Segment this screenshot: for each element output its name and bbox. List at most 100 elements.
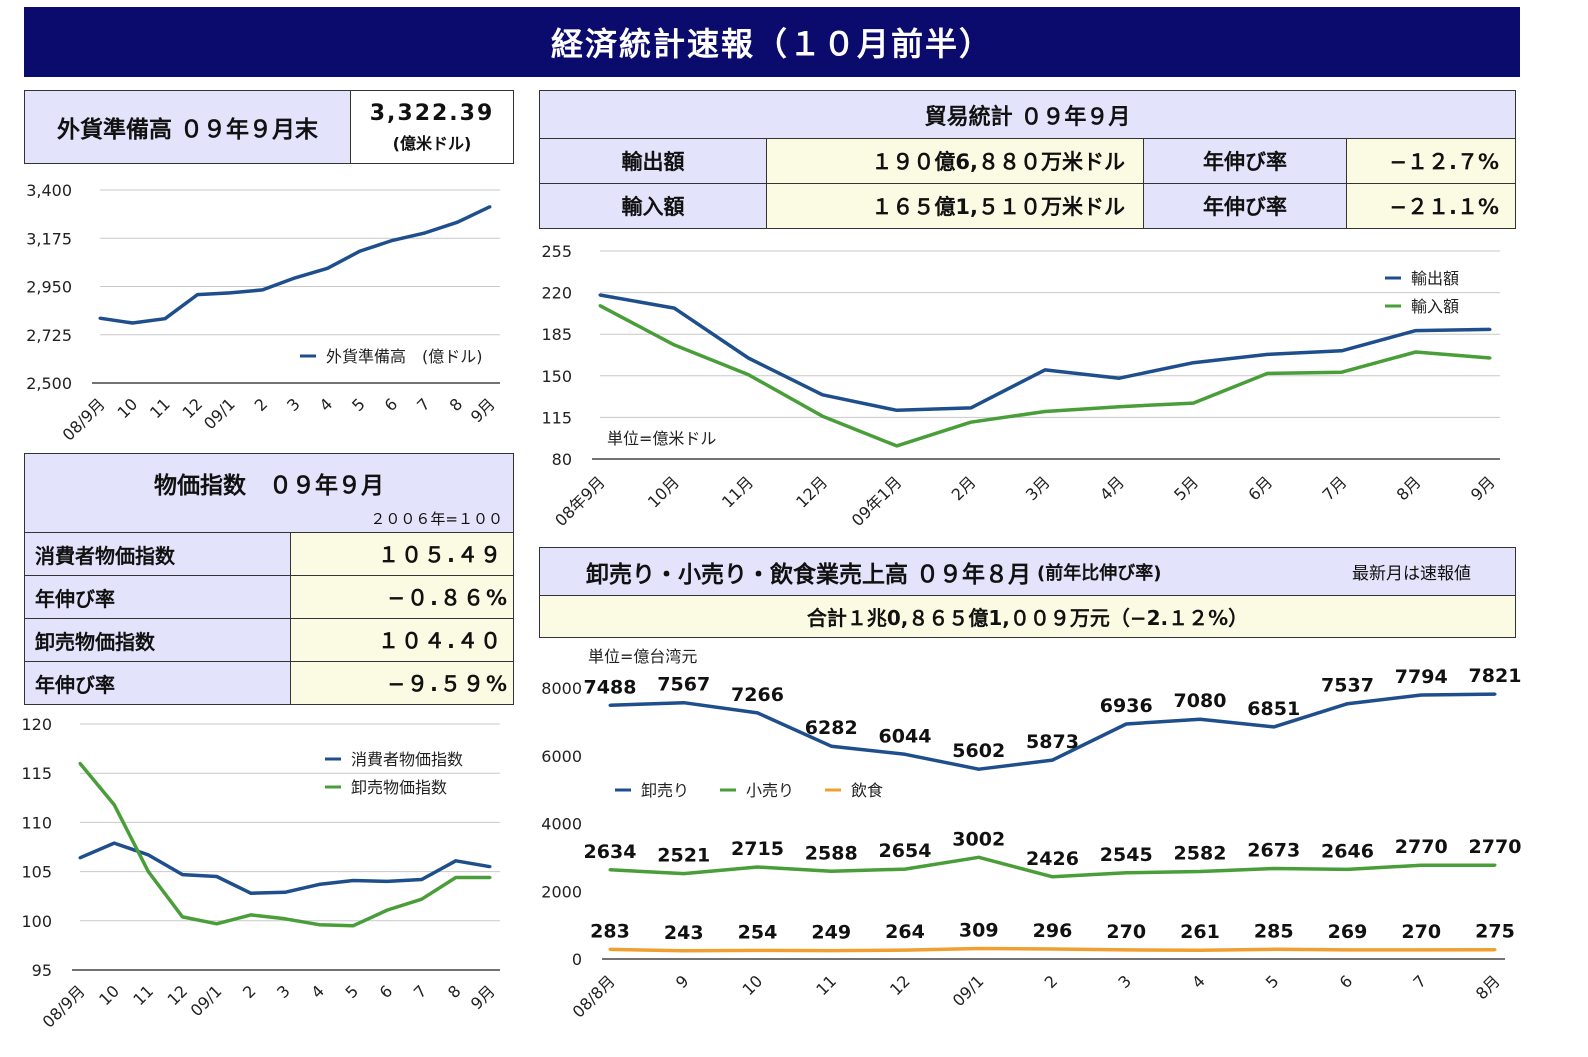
data-label: 7266 xyxy=(731,684,784,706)
data-point xyxy=(386,879,389,883)
data-point xyxy=(488,205,492,209)
y-tick-label: 6000 xyxy=(541,747,582,766)
data-point xyxy=(283,890,287,894)
trade-title-text: 貿易統計 ０９年９月 xyxy=(924,104,1131,130)
y-tick-label: 2000 xyxy=(541,882,582,901)
y-tick-label: 220 xyxy=(541,284,572,303)
data-point xyxy=(969,406,973,410)
trade-title: 貿易統計 ０９年９月 xyxy=(539,90,1516,139)
trade-import-growth-label: 年伸び率 xyxy=(1143,183,1347,229)
x-tick-label: 3 xyxy=(273,981,294,1002)
fx-value-cell: 3,322.39 (億米ドル) xyxy=(350,90,514,164)
data-point xyxy=(1419,863,1423,867)
y-tick-label: 185 xyxy=(541,325,572,344)
x-tick-label: 4 xyxy=(316,394,337,415)
price-row-label: 卸売物価指数 xyxy=(24,618,291,662)
data-point xyxy=(488,865,492,869)
trade-import-label: 輸入額 xyxy=(539,183,767,229)
legend-label: 外貨準備高 (億ドル) xyxy=(326,347,483,366)
sales-title: 卸売り・小売り・飲食業売上高 ０９年８月 xyxy=(586,561,1032,588)
y-tick-label: 2,725 xyxy=(26,326,72,345)
data-label: 7080 xyxy=(1174,690,1227,712)
data-label: 254 xyxy=(738,921,778,943)
data-point xyxy=(672,306,676,310)
data-point xyxy=(326,266,329,270)
data-point xyxy=(249,891,253,895)
data-label: 3002 xyxy=(952,828,1005,850)
data-point xyxy=(756,711,759,715)
data-label: 2426 xyxy=(1026,848,1079,870)
x-tick-label: 09年1月 xyxy=(848,472,906,530)
data-point xyxy=(829,949,833,953)
x-tick-label: 11月 xyxy=(718,472,757,511)
data-point xyxy=(1488,327,1492,331)
data-point xyxy=(1191,401,1195,405)
price-row-value: １０５.４９ xyxy=(290,532,514,576)
data-point xyxy=(146,870,150,874)
y-tick-label: 150 xyxy=(541,367,572,386)
trade-export-label: 輸出額 xyxy=(539,138,767,184)
x-tick-label: 4 xyxy=(307,981,328,1002)
x-tick-label: 2 xyxy=(251,394,272,415)
data-label: 2715 xyxy=(731,838,784,860)
data-point xyxy=(1488,356,1492,360)
sales-title-note: (前年比伸び率) xyxy=(1037,562,1162,584)
data-point xyxy=(249,913,253,917)
cpi-value: １０５.４９ xyxy=(378,543,503,567)
data-point xyxy=(1198,870,1202,874)
x-tick-label: 3 xyxy=(1114,971,1135,992)
sales-header: 卸売り・小売り・飲食業売上高 ０９年８月 (前年比伸び率) 最新月は速報値 xyxy=(539,547,1516,596)
trade-export-growth-label-text: 年伸び率 xyxy=(1203,150,1287,174)
data-point xyxy=(903,948,907,952)
data-point xyxy=(829,869,833,873)
trade-export-growth: −１２.７% xyxy=(1346,138,1516,184)
x-tick-label: 09/1 xyxy=(200,394,239,433)
data-point xyxy=(196,293,199,297)
x-tick-label: 10 xyxy=(738,971,766,999)
x-tick-label: 5 xyxy=(342,981,363,1002)
x-tick-label: 10 xyxy=(95,981,123,1009)
data-point xyxy=(317,882,321,886)
cpi-growth-label: 年伸び率 xyxy=(35,586,115,611)
data-point xyxy=(488,876,492,880)
data-point xyxy=(1266,371,1269,375)
cpi-label: 消費者物価指数 xyxy=(35,543,175,568)
x-tick-label: 9月 xyxy=(1467,472,1499,504)
x-tick-label: 9月 xyxy=(467,981,499,1013)
x-tick-label: 2 xyxy=(239,981,260,1002)
data-point xyxy=(1272,866,1276,870)
data-label: 7537 xyxy=(1321,675,1374,697)
data-label: 2770 xyxy=(1469,836,1522,858)
trade-import-value-text: １６５億1,５１０万米ドル xyxy=(871,195,1125,219)
data-point xyxy=(112,841,116,845)
data-point xyxy=(1340,349,1344,353)
data-point xyxy=(1124,871,1128,875)
y-tick-label: 3,400 xyxy=(26,181,72,200)
data-point xyxy=(215,922,219,926)
data-point xyxy=(672,343,676,347)
data-point xyxy=(895,444,899,448)
price-row-label: 年伸び率 xyxy=(24,575,291,619)
y-tick-label: 8000 xyxy=(541,679,582,698)
data-point xyxy=(1419,948,1423,952)
data-point xyxy=(1419,693,1423,697)
data-point xyxy=(821,414,824,418)
data-point xyxy=(181,915,184,919)
data-point xyxy=(456,220,459,224)
data-point xyxy=(1051,875,1054,879)
legend-label: 小売り xyxy=(746,781,794,800)
y-tick-label: 110 xyxy=(21,813,52,832)
data-point xyxy=(351,878,355,882)
wpi-growth-label: 年伸び率 xyxy=(35,672,115,697)
x-tick-label: 08/9月 xyxy=(39,981,89,1031)
data-point xyxy=(821,393,824,397)
data-point xyxy=(746,356,750,360)
data-label: 2582 xyxy=(1174,843,1227,865)
trade-import-growth-text: −２１.１% xyxy=(1389,195,1499,219)
price-header: 物価指数 ０９年９月 ２００６年=１００ xyxy=(24,453,514,533)
data-point xyxy=(1414,350,1418,354)
trade-import-growth: −２１.１% xyxy=(1346,183,1516,229)
data-point xyxy=(293,276,297,280)
